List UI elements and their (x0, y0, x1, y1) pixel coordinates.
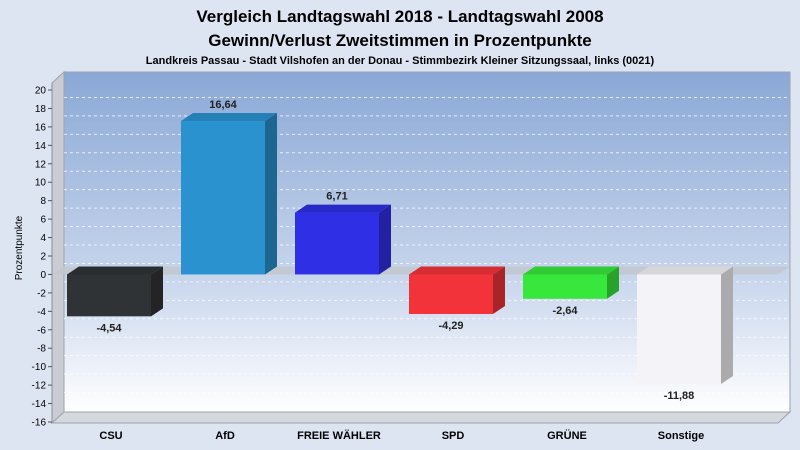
data-label: -4,54 (96, 322, 122, 334)
y-tick-label: -6 (37, 325, 46, 336)
category-label: AfD (215, 430, 235, 442)
y-tick-label: 4 (40, 233, 46, 244)
data-label: -4,29 (438, 320, 463, 332)
y-tick-label: -8 (37, 344, 46, 355)
bar (523, 274, 607, 299)
bar-top (637, 266, 733, 275)
category-label: GRÜNE (547, 429, 587, 442)
y-tick-label: -12 (32, 381, 47, 392)
category-label: CSU (99, 430, 122, 442)
y-tick-label: 10 (35, 178, 47, 189)
plot-floor (50, 411, 792, 424)
data-label: -11,88 (664, 390, 695, 402)
y-tick-label: 0 (40, 270, 46, 281)
y-tick-label: 12 (35, 159, 47, 170)
bar-side (493, 266, 505, 315)
y-tick-label: 18 (35, 104, 47, 115)
category-label: FREIE WÄHLER (297, 429, 381, 442)
y-tick-label: -10 (32, 362, 47, 373)
y-tick-label: 2 (40, 252, 46, 263)
category-label: SPD (442, 430, 465, 442)
bar (637, 274, 721, 385)
bar-top (523, 266, 619, 275)
bar (409, 274, 493, 315)
bars: -4,54 16,64 6,71 -4,29 -2,64 -11,88 (67, 99, 733, 402)
category-labels: CSU AfD FREIE WÄHLER SPD GRÜNE Sonstige (99, 429, 704, 442)
bar (295, 212, 379, 275)
bar-side (151, 266, 163, 317)
data-label: 6,71 (326, 191, 347, 203)
y-tick-label: 20 (35, 86, 47, 97)
bar (67, 274, 151, 317)
y-tick-label: 14 (35, 141, 47, 152)
bar-top (295, 204, 391, 213)
y-tick-label: -4 (37, 307, 46, 318)
bar-group: -4,54 (67, 266, 163, 334)
bar-top (67, 266, 163, 275)
bar-group: 16,64 (181, 99, 277, 275)
bar (181, 120, 265, 275)
bar-group: -11,88 (637, 266, 733, 402)
chart-title-line2: Gewinn/Verlust Zweitstimmen in Prozentpu… (208, 31, 592, 50)
bar-group: 6,71 (295, 191, 391, 275)
y-tick-label: -14 (32, 399, 47, 410)
bar-side (607, 266, 619, 299)
bar-top (409, 266, 505, 275)
y-tick-label: 8 (40, 196, 46, 207)
chart-title: Vergleich Landtagswahl 2018 - Landtagswa… (196, 7, 603, 26)
bar-side (379, 204, 391, 275)
y-axis-title: Prozentpunkte (14, 215, 25, 280)
y-tick-label: 6 (40, 215, 46, 226)
data-label: -2,64 (552, 305, 578, 317)
data-label: 16,64 (209, 99, 237, 111)
plot-left-wall (51, 70, 65, 425)
y-tick-label: -2 (37, 288, 46, 299)
category-label: Sonstige (658, 430, 704, 442)
y-tick-label: -16 (32, 418, 47, 429)
bar-side (265, 112, 277, 275)
bar-group: -4,29 (409, 266, 505, 332)
y-tick-label: 16 (35, 122, 47, 133)
bar-side (721, 266, 733, 385)
bar-group: -2,64 (523, 266, 619, 317)
chart-subtitle: Landkreis Passau - Stadt Vilshofen an de… (146, 55, 655, 67)
bar-top (181, 112, 277, 121)
